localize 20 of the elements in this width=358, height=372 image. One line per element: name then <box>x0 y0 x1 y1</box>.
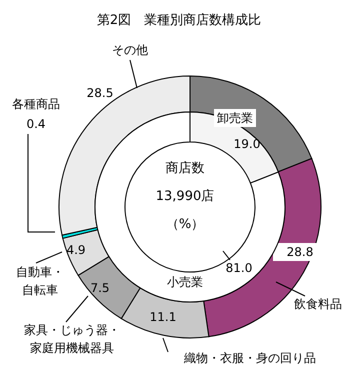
text: 13,990店 <box>156 188 214 204</box>
data-label: 81.0 <box>226 261 252 275</box>
slice-label: 自動車・自転車 <box>16 265 64 297</box>
slice-label: 織物・衣服・身の回り品 <box>183 351 316 365</box>
text: （%） <box>166 217 204 232</box>
text: 商店数 <box>166 160 204 176</box>
slice-label: 各種商品 <box>12 97 60 111</box>
data-label: 28.8 <box>286 245 314 259</box>
slice-label: 家具・じゅう器・家庭用機械器具 <box>24 323 120 355</box>
data-label: 11.1 <box>150 310 176 324</box>
slice-label: 飲食料品 <box>294 297 342 311</box>
chart-title: 第2図 業種別商店数構成比 <box>96 12 262 28</box>
data-label: 4.9 <box>66 243 86 257</box>
data-label: 7.5 <box>90 281 110 295</box>
data-label: 0.4 <box>26 117 46 131</box>
slice-label: 卸売業 <box>217 111 253 125</box>
data-label: 28.5 <box>86 86 114 100</box>
slice-label: その他 <box>112 43 148 57</box>
data-label: 19.0 <box>234 137 260 151</box>
slice-label: 小売業 <box>167 275 203 289</box>
